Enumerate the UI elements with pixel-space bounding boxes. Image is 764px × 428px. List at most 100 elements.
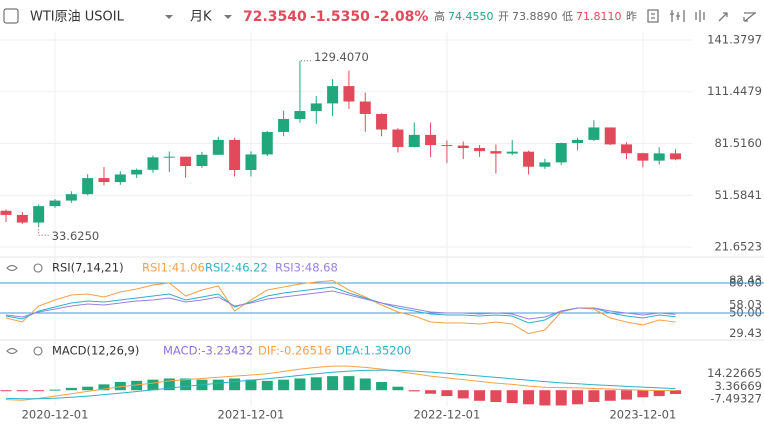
y-tick-label: -7.49327	[710, 392, 762, 406]
legend-entry: RSI2:46.22	[205, 261, 268, 275]
candle-body	[441, 145, 453, 147]
tool-icon[interactable]	[695, 10, 705, 22]
dropdown-arrow[interactable]	[224, 15, 232, 19]
macd-bar	[327, 376, 339, 391]
candle-body	[229, 139, 241, 170]
candle-body	[327, 86, 339, 104]
candle-body	[343, 86, 355, 102]
macd-bar	[572, 390, 584, 405]
indicator-line	[5, 280, 676, 335]
macd-bar	[278, 379, 290, 391]
candle-body	[65, 194, 77, 201]
candle-body	[588, 127, 600, 140]
candle-body	[474, 148, 486, 152]
x-tick-label: 2020-12-01	[22, 408, 89, 422]
settings-icon[interactable]	[33, 263, 43, 273]
candle-body	[425, 134, 437, 146]
macd-bar	[261, 380, 273, 391]
macd-bar	[180, 378, 192, 391]
low-label: 低	[562, 10, 573, 23]
candle-body	[98, 178, 110, 183]
macd-bar	[392, 386, 404, 391]
y-tick-label: 51.5841	[714, 188, 762, 202]
x-tick-label: 2023-12-01	[609, 408, 676, 422]
macd-bar	[425, 390, 437, 394]
macd-bar	[441, 390, 453, 397]
y-tick-label: 82.43	[729, 273, 762, 287]
legend-entry: RSI1:41.06	[142, 261, 205, 275]
macd-bar	[604, 390, 616, 401]
candle-body	[294, 111, 306, 119]
settings-icon[interactable]	[33, 346, 43, 356]
symbol[interactable]: WTI原油 USOIL	[30, 10, 125, 25]
macd-bar	[343, 376, 355, 391]
candle-body	[408, 134, 420, 147]
candle-body	[180, 156, 192, 167]
period[interactable]: 月K	[190, 10, 212, 25]
candle-body	[131, 169, 143, 175]
candle-body	[196, 154, 208, 167]
eye-icon[interactable]	[6, 264, 18, 272]
macd-bar	[670, 390, 682, 395]
indicator-title: MACD(12,26,9)	[52, 344, 139, 358]
y-tick-label: 58.03	[729, 297, 762, 311]
candle-body	[82, 178, 94, 195]
macd-bar	[114, 382, 126, 391]
candle-body	[0, 210, 12, 215]
candle-body	[572, 139, 584, 144]
candle-body	[653, 153, 665, 161]
candle-body	[490, 151, 502, 154]
macd-bar	[131, 380, 143, 391]
low: 71.8110	[576, 10, 622, 23]
macd-bar	[212, 379, 224, 391]
macd-bar	[147, 379, 159, 391]
macd-bar	[523, 390, 535, 405]
tool-icon[interactable]	[670, 10, 685, 22]
macd-bar	[653, 390, 665, 397]
macd-bar	[310, 377, 322, 391]
candle-body	[621, 144, 633, 154]
macd-bar	[621, 390, 633, 400]
macd-bar	[229, 378, 241, 391]
indicator-title: RSI(7,14,21)	[52, 261, 124, 275]
eye-icon[interactable]	[6, 347, 18, 355]
symbol-icon[interactable]	[3, 8, 19, 24]
macd-bar	[588, 390, 600, 402]
candle-body	[163, 156, 175, 158]
dropdown-arrow[interactable]	[165, 15, 173, 19]
macd-bar	[49, 389, 61, 391]
candle-body	[359, 101, 371, 114]
x-tick-label: 2021-12-01	[218, 408, 285, 422]
macd-bar	[506, 390, 518, 404]
low-annotation: 33.6250	[52, 229, 100, 243]
fullscreen-icon[interactable]	[743, 12, 756, 22]
open-label: 开	[498, 10, 509, 23]
candle-body	[33, 206, 45, 223]
macd-bar	[539, 390, 551, 406]
high-label: 高	[434, 9, 445, 23]
y-tick-label: 3.36669	[714, 379, 762, 393]
change: -1.5350	[310, 9, 370, 25]
macd-bar	[359, 378, 371, 391]
macd-bar	[98, 384, 110, 391]
candle-body	[245, 154, 257, 170]
tool-icon[interactable]	[647, 9, 659, 23]
price: 72.3540	[243, 9, 307, 25]
y-tick-label: 141.3797	[707, 33, 762, 47]
candle-body	[392, 129, 404, 147]
candle-body	[457, 145, 469, 149]
macd-bar	[294, 378, 306, 391]
expand-icon[interactable]	[718, 12, 728, 22]
macd-bar	[0, 390, 12, 392]
macd-bar	[33, 390, 45, 392]
y-tick-label: 81.5160	[714, 136, 762, 150]
macd-bar	[82, 386, 94, 391]
candle-body	[147, 157, 159, 170]
macd-bar	[163, 378, 175, 391]
open: 73.8890	[512, 10, 558, 23]
legend-entry: DIF:-0.26516	[258, 344, 332, 358]
macd-bar	[408, 390, 420, 392]
candle-body	[555, 143, 567, 163]
y-tick-label: 29.43	[729, 326, 762, 340]
